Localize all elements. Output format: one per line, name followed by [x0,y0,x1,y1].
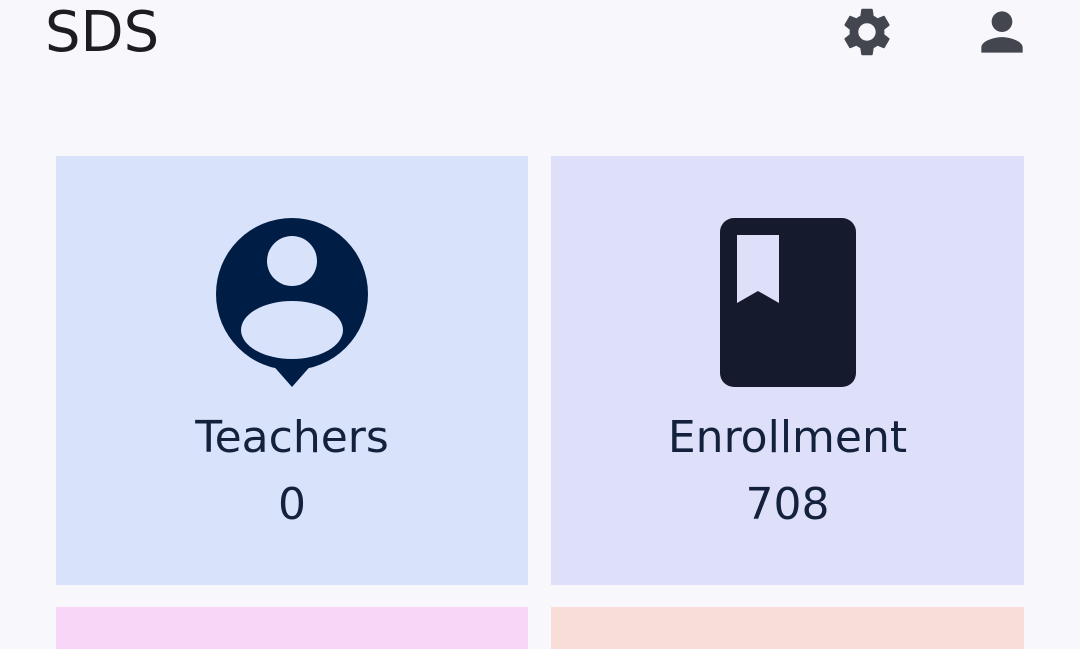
card-icon-wrap [56,217,528,388]
enrollment-card[interactable]: Enrollment 708 [551,156,1024,585]
book-icon [719,218,856,387]
stat-card-4[interactable] [551,607,1024,649]
card-label: Enrollment [667,412,908,463]
card-icon-wrap [551,218,1024,387]
stat-card-3[interactable] [56,607,528,649]
person-icon [981,11,1023,53]
person-pin-icon [216,218,368,387]
app-title: SDS [45,0,160,65]
card-value: 708 [745,479,830,530]
gear-icon [844,8,890,56]
card-value: 0 [278,479,306,530]
account-button[interactable] [970,0,1034,64]
card-label: Teachers [195,412,389,463]
settings-button[interactable] [835,0,899,64]
teachers-card[interactable]: Teachers 0 [56,156,528,585]
